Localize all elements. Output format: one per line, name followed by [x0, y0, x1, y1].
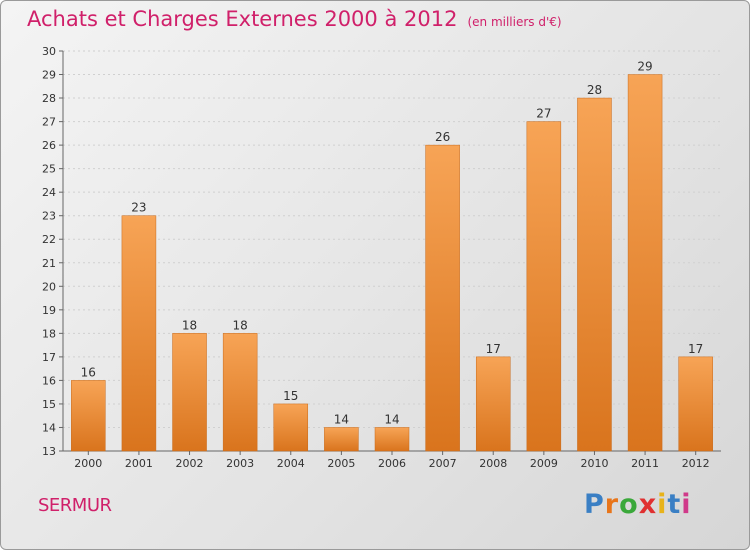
logo-letter: i — [657, 489, 668, 520]
x-tick-label: 2005 — [327, 457, 355, 470]
y-tick-label: 22 — [42, 233, 56, 246]
x-axis-labels: 2000 2001 2002 2003 2004 2005 2006 2007 2008 2009… — [74, 451, 710, 470]
x-tick-label: 2010 — [580, 457, 608, 470]
y-tick-label: 18 — [42, 327, 56, 340]
logo-letter: i — [681, 489, 692, 520]
logo-letter: x — [638, 489, 658, 520]
bar — [172, 333, 207, 452]
x-tick-label: 2011 — [631, 457, 659, 470]
grid-lines — [63, 50, 721, 452]
logo-letter: t — [667, 489, 682, 520]
x-tick-label: 2006 — [378, 457, 406, 470]
bar — [324, 427, 359, 452]
y-tick-label: 17 — [42, 351, 56, 364]
x-tick-label: 2012 — [682, 457, 710, 470]
logo-letter: o — [619, 489, 639, 520]
y-tick-label: 26 — [42, 139, 56, 152]
y-tick-label: 15 — [42, 398, 56, 411]
bar-value-label: 17 — [486, 342, 501, 356]
bar-value-label: 14 — [384, 412, 399, 426]
y-tick-label: 16 — [42, 374, 56, 387]
chart-subtitle: (en milliers d'€) — [467, 15, 562, 29]
bars: 16 23 18 18 15 14 14 26 17 27 28 29 17 — [71, 60, 713, 452]
y-tick-label: 24 — [42, 186, 56, 199]
bar-value-label: 26 — [435, 130, 450, 144]
x-tick-label: 2003 — [226, 457, 254, 470]
y-tick-label: 27 — [42, 116, 56, 129]
bar — [121, 215, 157, 452]
x-tick-label: 2008 — [479, 457, 507, 470]
bar — [475, 356, 511, 452]
y-tick-label: 30 — [42, 45, 56, 58]
x-tick-label: 2001 — [125, 457, 153, 470]
bar-value-label: 23 — [131, 201, 146, 215]
y-tick-label: 29 — [42, 69, 56, 82]
chart-title-text: Achats et Charges Externes 2000 à 2012 — [27, 7, 458, 31]
bar — [577, 97, 612, 452]
y-tick-label: 19 — [42, 304, 56, 317]
place-name: SERMUR — [38, 495, 112, 516]
y-tick-label: 21 — [42, 257, 56, 270]
bar-value-label: 16 — [81, 365, 96, 379]
bar — [678, 356, 713, 452]
y-tick-label: 14 — [42, 421, 56, 434]
bar-value-label: 29 — [637, 60, 652, 74]
logo-letter: r — [604, 489, 620, 520]
bar — [71, 380, 106, 452]
proxiti-logo[interactable]: Proxiti — [584, 489, 692, 520]
x-tick-label: 2009 — [530, 457, 558, 470]
bar — [374, 427, 410, 452]
bar-value-label: 18 — [233, 318, 248, 332]
bar-value-label: 18 — [182, 318, 197, 332]
x-tick-label: 2004 — [277, 457, 305, 470]
bar — [222, 333, 258, 452]
bar — [425, 144, 460, 452]
bar-value-label: 17 — [688, 342, 703, 356]
bar-value-label: 14 — [334, 412, 349, 426]
y-tick-label: 25 — [42, 163, 56, 176]
y-tick-label: 23 — [42, 210, 56, 223]
bar-value-label: 27 — [536, 107, 551, 121]
logo-letter: P — [584, 489, 605, 520]
y-tick-label: 28 — [42, 92, 56, 105]
y-tick-label: 13 — [42, 445, 56, 458]
chart-title: Achats et Charges Externes 2000 à 2012 (e… — [27, 7, 562, 31]
bar — [526, 121, 562, 452]
x-tick-label: 2007 — [429, 457, 457, 470]
bar — [273, 403, 309, 452]
bar-value-label: 28 — [587, 83, 602, 97]
bar — [627, 74, 663, 452]
y-tick-label: 20 — [42, 280, 56, 293]
x-tick-label: 2000 — [74, 457, 102, 470]
x-tick-label: 2002 — [176, 457, 204, 470]
y-axis: 13 14 15 16 17 18 19 20 21 22 23 24 25 26 27 28 29 30 — [42, 45, 721, 458]
bar-value-label: 15 — [283, 389, 298, 403]
